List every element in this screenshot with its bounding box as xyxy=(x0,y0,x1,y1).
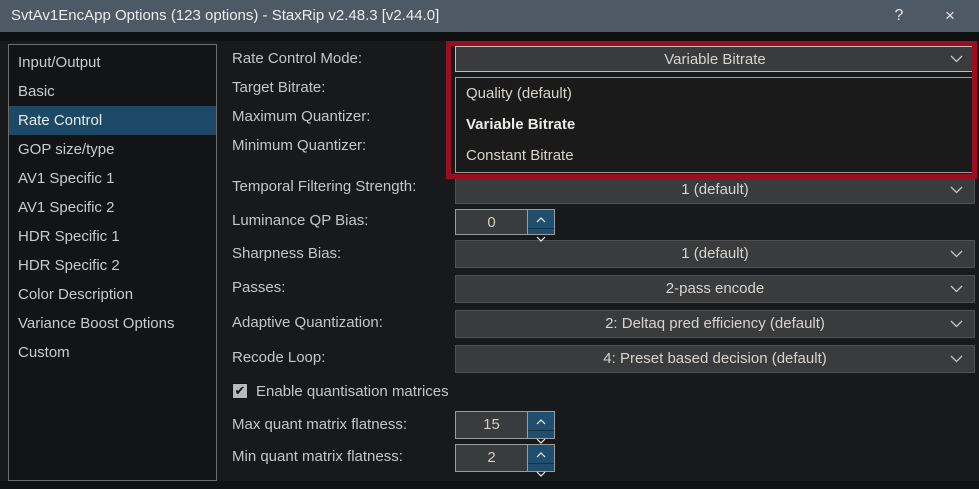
min-quant-flatness-spinner: 2 xyxy=(455,444,555,477)
recode-loop-value: 4: Preset based decision (default) xyxy=(603,350,827,367)
window-title: SvtAv1EncApp Options (123 options) - Sta… xyxy=(11,7,440,24)
sharpness-bias-select[interactable]: 1 (default) xyxy=(455,240,975,268)
luminance-qp-bias-spinner: 0 xyxy=(455,209,555,242)
category-sidebar: Input/Output Basic Rate Control GOP size/ty… xyxy=(8,44,217,481)
rate-control-mode-dropdown: Quality (default) Variable Bitrate Constan… xyxy=(455,77,975,173)
maximum-quantizer-label: Maximum Quantizer: xyxy=(232,108,371,125)
luminance-qp-bias-input[interactable]: 0 xyxy=(487,214,496,231)
spinner-buttons xyxy=(527,412,554,444)
adaptive-quantization-label: Adaptive Quantization: xyxy=(232,314,383,331)
sidebar-item-color-description[interactable]: Color Description xyxy=(18,286,134,303)
titlebar: SvtAv1EncApp Options (123 options) - Sta… xyxy=(0,0,979,32)
adaptive-quantization-select[interactable]: 2: Deltaq pred efficiency (default) xyxy=(455,310,975,338)
sidebar-item-av1-specific-1[interactable]: AV1 Specific 1 xyxy=(18,170,115,187)
temporal-filtering-select[interactable]: 1 (default) xyxy=(455,176,975,204)
close-button[interactable]: × xyxy=(927,0,973,32)
adaptive-quantization-value: 2: Deltaq pred efficiency (default) xyxy=(605,315,825,332)
spin-down-button[interactable] xyxy=(528,430,554,449)
sidebar-item-variance-boost-options[interactable]: Variance Boost Options xyxy=(18,315,175,332)
enable-quant-matrices-label: Enable quantisation matrices xyxy=(256,383,449,400)
sidebar-item-input-output[interactable]: Input/Output xyxy=(18,54,101,71)
chevron-down-icon xyxy=(536,229,546,247)
dropdown-option-constant-bitrate[interactable]: Constant Bitrate xyxy=(466,147,574,164)
chevron-down-icon xyxy=(950,55,963,63)
sidebar-item-av1-specific-2[interactable]: AV1 Specific 2 xyxy=(18,199,115,216)
spin-down-button[interactable] xyxy=(528,228,554,247)
help-button[interactable]: ? xyxy=(876,0,922,32)
sidebar-item-custom[interactable]: Custom xyxy=(18,344,70,361)
temporal-filtering-label: Temporal Filtering Strength: xyxy=(232,178,417,195)
sharpness-bias-label: Sharpness Bias: xyxy=(232,245,342,262)
dropdown-option-variable-bitrate[interactable]: Variable Bitrate xyxy=(466,116,576,133)
rate-control-mode-value: Variable Bitrate xyxy=(664,51,766,68)
target-bitrate-label: Target Bitrate: xyxy=(232,79,326,96)
max-quant-flatness-label: Max quant matrix flatness: xyxy=(232,416,408,433)
max-quant-flatness-spinner: 15 xyxy=(455,411,555,444)
sidebar-item-gop-size-type[interactable]: GOP size/type xyxy=(18,141,115,158)
spin-up-button[interactable] xyxy=(528,210,554,228)
dropdown-option-quality-default[interactable]: Quality (default) xyxy=(466,85,572,102)
chevron-up-icon xyxy=(536,445,546,463)
spin-up-button[interactable] xyxy=(528,412,554,430)
help-icon: ? xyxy=(894,7,904,24)
chevron-down-icon xyxy=(950,186,963,194)
titlebar-gap xyxy=(0,32,979,41)
chevron-down-icon xyxy=(950,320,963,328)
chevron-down-icon xyxy=(950,355,963,363)
chevron-down-icon xyxy=(536,464,546,482)
min-quant-flatness-input[interactable]: 2 xyxy=(487,449,496,466)
sidebar-item-hdr-specific-2[interactable]: HDR Specific 2 xyxy=(18,257,120,274)
sidebar-item-hdr-specific-1[interactable]: HDR Specific 1 xyxy=(18,228,120,245)
rate-control-mode-select[interactable]: Variable Bitrate xyxy=(455,46,975,72)
chevron-up-icon xyxy=(536,412,546,430)
recode-loop-select[interactable]: 4: Preset based decision (default) xyxy=(455,345,975,373)
sharpness-bias-value: 1 (default) xyxy=(681,245,749,262)
chevron-down-icon xyxy=(950,285,963,293)
sidebar-item-basic[interactable]: Basic xyxy=(18,83,55,100)
max-quant-flatness-input[interactable]: 15 xyxy=(483,416,500,433)
close-icon: × xyxy=(945,6,955,25)
chevron-down-icon xyxy=(950,250,963,258)
passes-label: Passes: xyxy=(232,279,286,296)
spinner-buttons xyxy=(527,445,554,477)
luminance-qp-bias-label: Luminance QP Bias: xyxy=(232,212,369,229)
enable-quant-matrices-checkbox[interactable]: ✔ xyxy=(232,383,248,399)
minimum-quantizer-label: Minimum Quantizer: xyxy=(232,137,367,154)
passes-select[interactable]: 2-pass encode xyxy=(455,275,975,303)
chevron-down-icon xyxy=(536,431,546,449)
spin-up-button[interactable] xyxy=(528,445,554,463)
rate-control-mode-label: Rate Control Mode: xyxy=(232,50,363,67)
sidebar-item-rate-control[interactable]: Rate Control xyxy=(9,106,216,135)
chevron-up-icon xyxy=(536,210,546,228)
spin-down-button[interactable] xyxy=(528,463,554,482)
spinner-buttons xyxy=(527,210,554,242)
recode-loop-label: Recode Loop: xyxy=(232,349,326,366)
window-bottom-edge xyxy=(0,481,979,489)
passes-value: 2-pass encode xyxy=(665,280,765,297)
temporal-filtering-value: 1 (default) xyxy=(681,181,749,198)
min-quant-flatness-label: Min quant matrix flatness: xyxy=(232,448,403,465)
